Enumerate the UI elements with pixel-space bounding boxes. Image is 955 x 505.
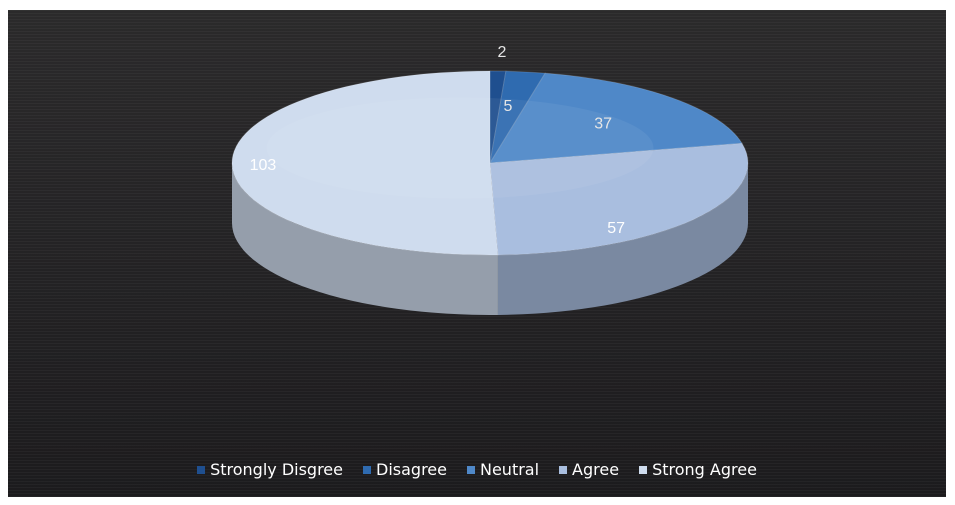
- legend: Strongly Disgree Disagree Neutral Agree Stro…: [8, 460, 946, 479]
- chart-area: 2 5 37 57 103 Strongly Disgree Disagree Neutra…: [8, 10, 946, 497]
- data-labels: 2 5 37 57 103: [250, 44, 626, 237]
- legend-item-disagree: Disagree: [363, 460, 447, 479]
- legend-swatch: [559, 465, 568, 474]
- legend-label: Strongly Disgree: [210, 460, 343, 479]
- data-label-strong-agree: 103: [250, 157, 277, 174]
- pie-slice-strongly-disgree: [489, 70, 507, 164]
- pie-slice-disagree: [489, 70, 547, 164]
- pie-side-strong-agree: [232, 163, 498, 315]
- data-label-agree: 57: [607, 220, 625, 237]
- pie-tops: [231, 70, 749, 256]
- legend-item-strongly-disgree: Strongly Disgree: [197, 460, 343, 479]
- legend-swatch: [197, 465, 206, 474]
- legend-label: Neutral: [479, 460, 540, 479]
- pie-highlight: [266, 97, 654, 199]
- legend-swatch: [363, 465, 371, 474]
- pie-chart: 2 5 37 57 103: [231, 44, 749, 315]
- legend-swatch: [466, 465, 475, 474]
- data-label-neutral: 37: [594, 116, 612, 133]
- legend-item-agree: Agree: [559, 460, 619, 479]
- pie-sides: [232, 163, 748, 315]
- legend-item-neutral: Neutral: [466, 460, 540, 479]
- data-label-strongly-disgree: 2: [497, 44, 506, 61]
- pie-side-agree: [497, 163, 748, 315]
- legend-item-strong-agree: Strong Agree: [639, 460, 757, 479]
- legend-swatch: [639, 465, 648, 474]
- legend-label: Agree: [572, 460, 620, 479]
- pie-slice-neutral: [489, 72, 743, 164]
- legend-label: Disagree: [376, 460, 447, 479]
- pie-slice-agree: [489, 142, 749, 256]
- legend-label: Strong Agree: [652, 460, 757, 479]
- data-label-disagree: 5: [504, 98, 513, 115]
- pie-slice-strong-agree: [231, 70, 499, 256]
